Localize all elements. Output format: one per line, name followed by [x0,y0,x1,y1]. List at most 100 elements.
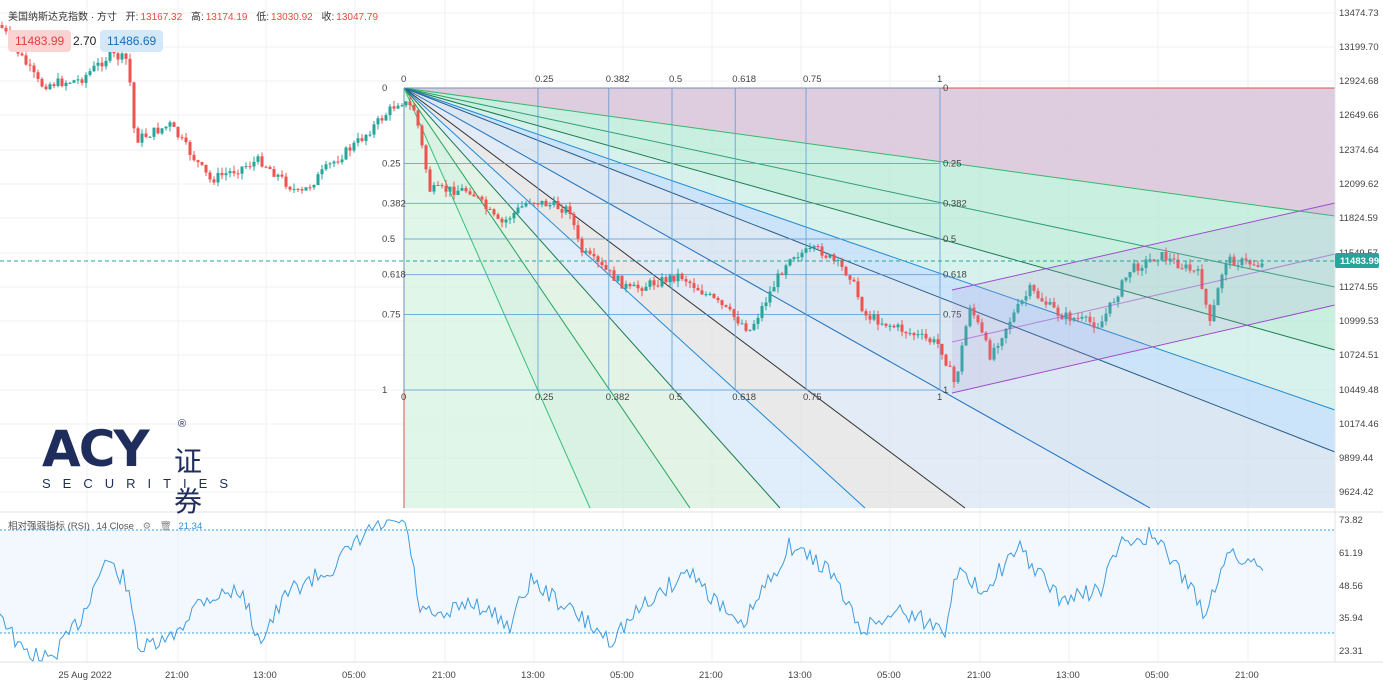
fib-level-label-right: 0.5 [943,234,956,245]
candle-body [108,50,112,61]
candle-body [1000,338,1004,346]
candle-body [1252,264,1256,266]
candle-body [776,273,780,288]
candle-body [1128,271,1132,278]
candle-body [1176,259,1180,269]
current-price-tag [1335,253,1379,268]
candle-body [808,248,812,250]
candle-body [144,133,148,137]
candle-body [1164,252,1168,261]
fib-level-label-right: 0.25 [943,159,962,170]
time-tick-label: 05:00 [1145,670,1169,681]
symbol-title: 美国纳斯达克指数 · 方寸 [8,12,117,23]
candle-body [636,284,640,289]
high-label: 高: [190,12,204,23]
candlestick-series [0,21,1264,388]
sell-price-button[interactable]: 11483.99 [8,30,72,52]
candle-body [376,118,380,125]
fib-box-drawing[interactable]: 0 0 0.25 0.25 0.382 0.382 0.5 0.5 0.618 0.618 0.75… [382,74,967,403]
candle-body [588,250,592,254]
price-tick-label: 9624.42 [1339,487,1373,498]
candle-body [1188,264,1192,271]
candle-body [564,206,568,213]
fib-level-label-right: 0 [943,83,948,94]
candle-body [916,334,920,336]
candle-body [624,284,628,289]
candle-body [1196,269,1200,271]
candle-body [168,122,172,127]
candle-body [96,62,100,66]
candle-body [1172,258,1176,260]
candle-body [308,187,312,189]
price-tick-label: 13474.73 [1339,8,1379,19]
close-value: 13047.79 [336,12,379,23]
candle-body [1124,277,1128,281]
fan-ray [403,87,1151,509]
candle-body [268,167,272,170]
trash-icon[interactable]: 🗑 [159,521,172,532]
candle-body [812,246,816,249]
candle-body [1112,302,1116,304]
candle-body [676,273,680,282]
candle-body [1120,280,1124,297]
candle-body [832,254,836,261]
candle-body [732,309,736,317]
candle-body [448,186,452,192]
candle-body [712,293,716,298]
candle-body [1032,285,1036,291]
fib-level-label-bottom: 0 [401,392,406,403]
candle-body [600,261,604,266]
parallel-channel-drawing[interactable] [951,202,1336,394]
candle-body [888,325,892,327]
candle-body [1060,315,1064,320]
candle-body [344,147,348,160]
fib-level-label-left: 0.382 [382,198,406,209]
candle-body [640,288,644,291]
candle-body [720,300,724,306]
candle-body [1008,321,1012,329]
candle-body [468,191,472,195]
candle-body [324,164,328,170]
candle-body [120,53,124,60]
price-axis[interactable]: 13474.73 13199.70 12924.68 12649.66 12374.64… [1334,0,1379,662]
candle-body [976,315,980,323]
price-tick-label: 11824.59 [1339,213,1378,224]
fan-ray [403,87,966,509]
candle-body [72,80,76,83]
candle-body [904,331,908,334]
candle-body [444,185,448,192]
fan-ray [403,87,591,509]
candle-body [664,277,668,283]
candle-body [652,280,656,286]
candle-body [880,323,884,325]
buy-price-button[interactable]: 11486.69 [100,30,164,52]
candle-body [408,101,412,106]
time-tick-label: 21:00 [1235,670,1259,681]
candle-body [864,311,868,316]
fib-level-label-top: 0.25 [535,74,554,85]
candle-body [1028,285,1032,297]
time-tick-label: 21:00 [967,670,991,681]
rsi-pane[interactable]: 73.82 61.19 48.56 35.94 23.31 [0,511,1383,663]
time-axis[interactable]: 25 Aug 2022 21:00 13:00 05:00 21:00 13:00 05:0… [0,661,1383,681]
candle-body [964,326,968,346]
price-tick-label: 12924.68 [1339,76,1379,87]
candle-body [1056,307,1060,316]
candle-body [852,279,856,282]
rsi-value: 21.34 [178,521,203,532]
fan-ray [403,87,1336,351]
candle-body [784,265,788,275]
candle-body [592,253,596,257]
fib-level-label-right: 0.75 [943,310,962,321]
candle-body [264,166,268,168]
candle-body [660,277,664,287]
candle-body [248,166,252,168]
candle-body [1184,264,1188,269]
candle-body [860,297,864,312]
candle-body [936,339,940,344]
settings-icon[interactable]: ⚙ [142,521,152,532]
price-tick-label: 11274.55 [1339,282,1378,293]
candle-body [492,209,496,215]
